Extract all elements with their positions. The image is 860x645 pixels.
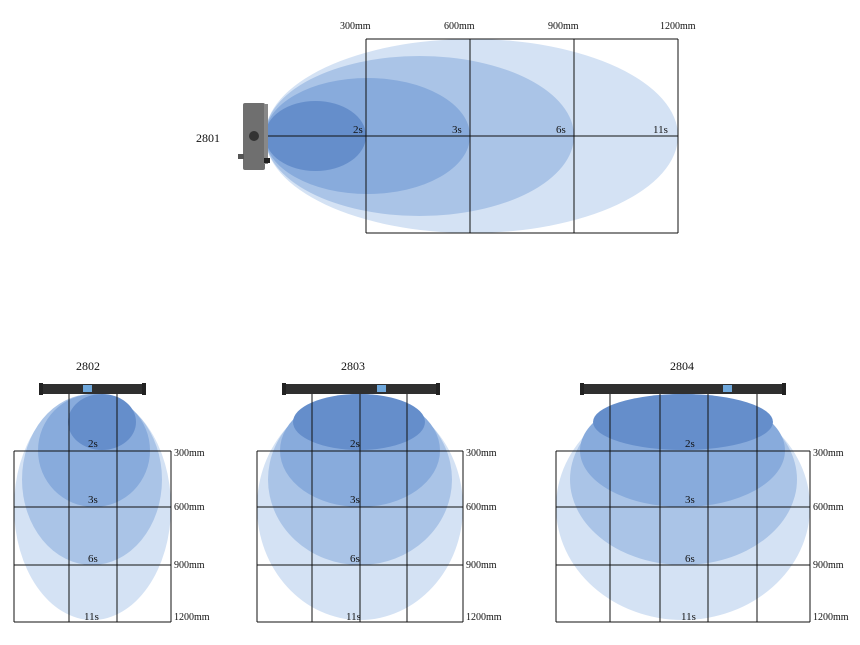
duration-label: 6s — [350, 553, 360, 565]
duration-label: 6s — [88, 553, 98, 565]
device-name: 2804 — [670, 359, 694, 373]
end-cap — [282, 383, 286, 395]
end-cap — [39, 383, 43, 395]
duration-label: 11s — [84, 611, 99, 623]
distance-label: 300mm — [174, 448, 205, 459]
duration-label: 11s — [653, 124, 668, 136]
distance-label: 1200mm — [174, 612, 210, 623]
duration-label: 2s — [350, 438, 360, 450]
device-name: 2803 — [341, 359, 365, 373]
duration-label: 11s — [346, 611, 361, 623]
duration-label: 2s — [685, 438, 695, 450]
duration-label: 11s — [681, 611, 696, 623]
duration-label: 3s — [350, 494, 360, 506]
device-2803-group: 2s 3s 6s 11s 300mm 600mm 900mm 1200mm 2803 — [256, 359, 502, 623]
device-2802-group: 2s 3s 6s 11s 300mm 600mm 900mm 1200mm 2802 — [13, 359, 210, 623]
sensor-bar-2802 — [42, 384, 143, 394]
duration-label: 2s — [88, 438, 98, 450]
duration-label: 3s — [685, 494, 695, 506]
duration-label: 3s — [452, 124, 462, 136]
duration-label: 3s — [88, 494, 98, 506]
device-2801-group: 300mm 600mm 900mm 1200mm 2s 3s 6s 11s 2801 — [196, 21, 696, 234]
distance-label: 600mm — [813, 502, 844, 513]
end-cap — [142, 383, 146, 395]
distance-label: 600mm — [444, 21, 475, 32]
sensor-lens — [264, 104, 268, 164]
sensor-bar-2804 — [583, 384, 783, 394]
distance-label: 900mm — [548, 21, 579, 32]
end-cap — [782, 383, 786, 395]
sensor-button-icon — [249, 131, 259, 141]
device-name: 2802 — [76, 359, 100, 373]
distance-label: 900mm — [174, 560, 205, 571]
display-screen — [83, 385, 92, 392]
duration-label: 2s — [353, 124, 363, 136]
end-cap — [436, 383, 440, 395]
coverage-zone-2s — [68, 394, 136, 450]
distance-label: 300mm — [340, 21, 371, 32]
device-2804-group: 2s 3s 6s 11s 300mm 600mm 900mm 1200mm 2804 — [555, 359, 849, 623]
distance-label: 600mm — [466, 502, 497, 513]
end-cap — [580, 383, 584, 395]
connector — [264, 158, 270, 163]
distance-label: 600mm — [174, 502, 205, 513]
coverage-zone-2s — [593, 394, 773, 450]
sensor-bar-2803 — [285, 384, 437, 394]
distance-label: 300mm — [813, 448, 844, 459]
duration-label: 6s — [556, 124, 566, 136]
display-screen — [377, 385, 386, 392]
distance-label: 900mm — [466, 560, 497, 571]
connector — [238, 154, 244, 159]
distance-label: 300mm — [466, 448, 497, 459]
distance-label: 1200mm — [466, 612, 502, 623]
distance-label: 900mm — [813, 560, 844, 571]
display-screen — [723, 385, 732, 392]
duration-label: 6s — [685, 553, 695, 565]
distance-label: 1200mm — [813, 612, 849, 623]
distance-label: 1200mm — [660, 21, 696, 32]
coverage-zone-2s — [293, 394, 425, 450]
device-name: 2801 — [196, 131, 220, 145]
